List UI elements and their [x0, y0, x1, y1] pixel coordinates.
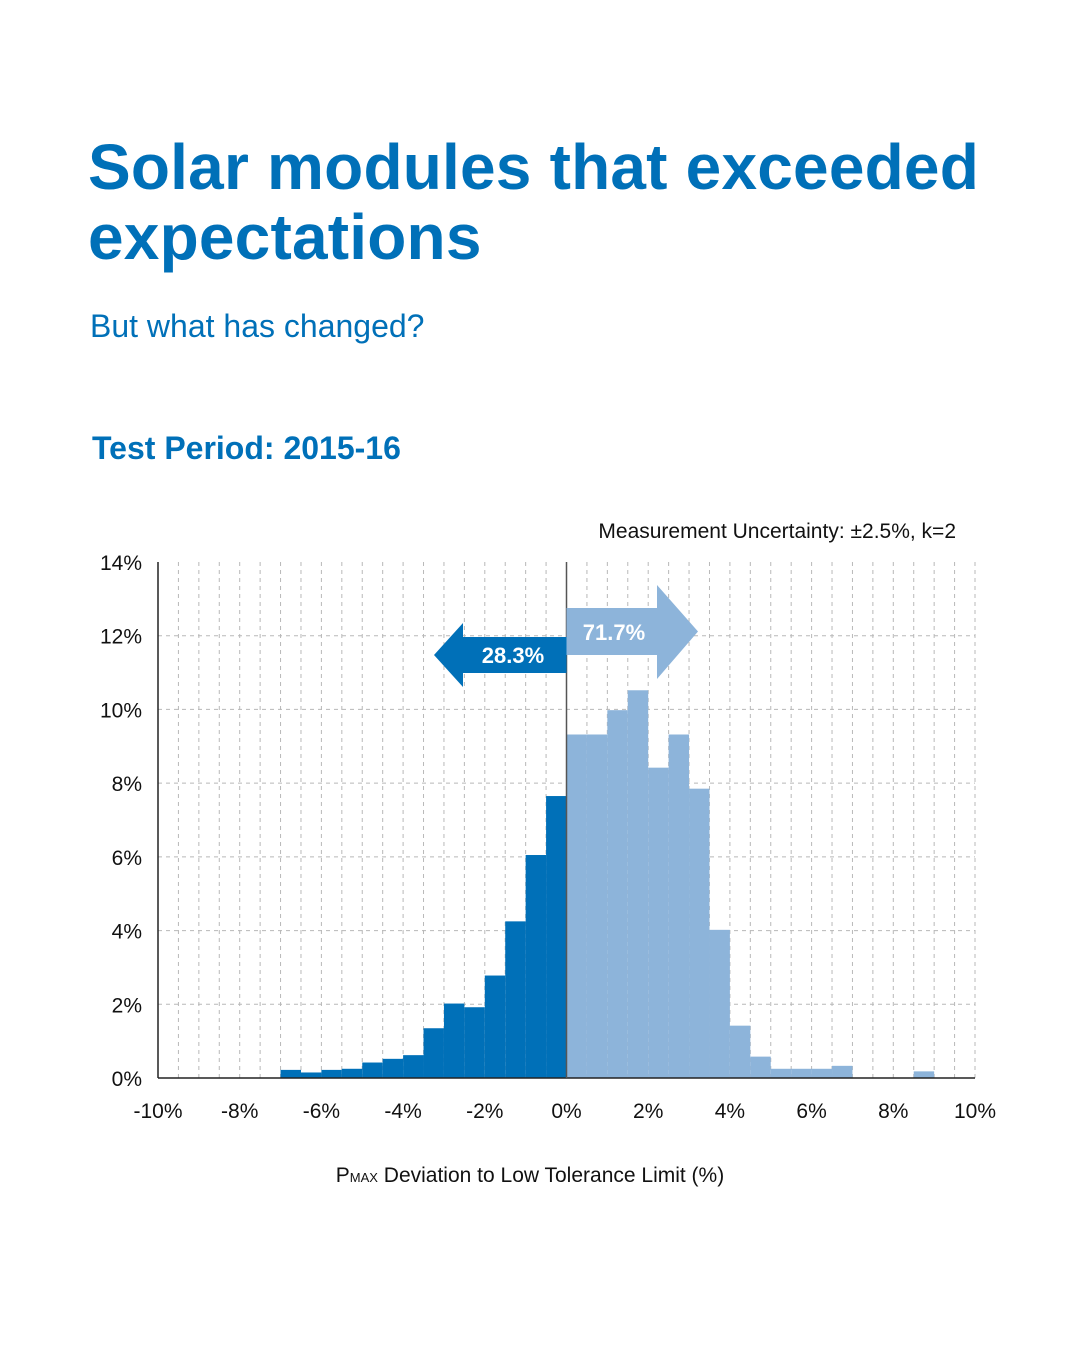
histogram-bar — [382, 1058, 404, 1078]
x-axis-label-symbol: P — [335, 1164, 350, 1187]
histogram-bar — [341, 1068, 363, 1078]
histogram-bar — [525, 855, 547, 1078]
x-tick-label: -6% — [303, 1100, 340, 1123]
histogram-bar — [403, 1055, 424, 1078]
x-tick-label: 8% — [878, 1100, 908, 1123]
y-tick-label: 0% — [112, 1068, 142, 1091]
histogram-bar — [668, 734, 690, 1078]
x-tick-label: -8% — [221, 1100, 258, 1123]
histogram-bar — [627, 690, 649, 1078]
histogram-bar — [566, 734, 587, 1078]
x-tick-label: 4% — [715, 1100, 745, 1123]
histogram-bar — [811, 1068, 833, 1078]
x-tick-label: 10% — [954, 1100, 996, 1123]
below-share-label: 28.3% — [482, 643, 544, 668]
histogram-bar — [321, 1069, 342, 1078]
share-arrows: 71.7% 28.3% — [434, 585, 698, 687]
histogram-bar — [791, 1068, 812, 1078]
histogram-bar — [709, 929, 730, 1078]
x-tick-label: -2% — [466, 1100, 503, 1123]
above-share-label: 71.7% — [583, 620, 645, 645]
y-tick-label: 2% — [112, 994, 142, 1017]
page-subtitle: But what has changed? — [90, 308, 425, 344]
histogram-bar — [729, 1025, 751, 1078]
histogram-bar — [464, 1007, 485, 1078]
y-tick-label: 10% — [100, 699, 142, 722]
histogram-bar — [586, 734, 608, 1078]
histogram-bar — [423, 1028, 444, 1078]
histogram-bar — [750, 1056, 771, 1078]
left-arrow-shape — [434, 623, 567, 687]
x-tick-label: 6% — [796, 1100, 826, 1123]
right-arrow-shape — [566, 585, 698, 679]
x-tick-label: 0% — [551, 1100, 581, 1123]
histogram-bar — [913, 1071, 935, 1078]
x-axis-label: PMAX Deviation to Low Tolerance Limit (%… — [230, 1162, 830, 1192]
y-tick-label: 8% — [112, 773, 142, 796]
measurement-uncertainty-note: Measurement Uncertainty: ±2.5%, k=2 — [598, 520, 956, 543]
histogram-bar — [443, 1003, 465, 1078]
histogram-bars — [280, 690, 935, 1078]
y-tick-label: 4% — [112, 921, 142, 944]
histogram-bar — [300, 1072, 322, 1078]
histogram-bar — [280, 1069, 301, 1078]
histogram-bar — [546, 796, 567, 1078]
page-title: Solar modules that exceeded expectations — [88, 131, 980, 273]
y-tick-label: 6% — [112, 847, 142, 870]
histogram-bar — [689, 788, 710, 1078]
y-tick-label: 12% — [100, 626, 142, 649]
histogram-bar — [832, 1065, 853, 1078]
histogram-bar — [607, 710, 628, 1078]
x-tick-label: -10% — [133, 1100, 182, 1123]
test-period-heading: Test Period: 2015-16 — [92, 430, 401, 466]
histogram-bar — [362, 1062, 383, 1078]
histogram-bar — [770, 1068, 792, 1078]
x-axis-label-subscript: MAX — [349, 1170, 378, 1185]
histogram-bar — [484, 975, 506, 1078]
x-tick-label: 2% — [633, 1100, 663, 1123]
x-tick-label: -4% — [384, 1100, 421, 1123]
histogram-bar — [505, 921, 526, 1078]
y-tick-label: 14% — [100, 552, 142, 575]
axes: 0% 2% 4% 6% 8% 10% 12% 14% -10% -8% -6% -4% -2% 0% 2% 4… — [100, 552, 996, 1123]
histogram-bar — [648, 767, 669, 1078]
x-axis-label-text: Deviation to Low Tolerance Limit (%) — [377, 1164, 725, 1187]
